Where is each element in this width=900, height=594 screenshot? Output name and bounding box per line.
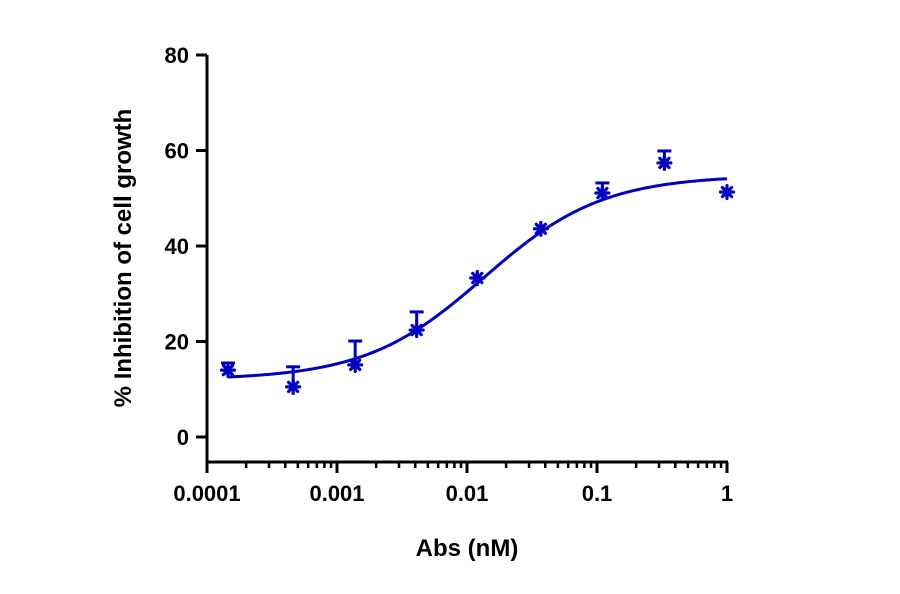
y-tick-label: 80 bbox=[165, 43, 189, 68]
data-point bbox=[408, 310, 425, 339]
y-tick-label: 40 bbox=[165, 234, 189, 259]
axes bbox=[205, 55, 728, 472]
x-tick-label: 0.0001 bbox=[173, 481, 240, 506]
x-axis-title: Abs (nM) bbox=[416, 535, 519, 562]
data-point bbox=[285, 365, 302, 395]
y-tick-label: 0 bbox=[177, 425, 189, 450]
x-tick-label: 1 bbox=[721, 481, 733, 506]
data-point bbox=[656, 149, 673, 172]
data-point bbox=[718, 183, 736, 201]
x-axis-ticks: 0.0001 0.001 0.01 0.1 1 bbox=[173, 462, 733, 506]
data-point bbox=[347, 339, 364, 373]
data-point bbox=[219, 361, 237, 379]
y-tick-label: 60 bbox=[165, 139, 189, 164]
data-point bbox=[469, 269, 486, 287]
x-tick-label: 0.001 bbox=[309, 481, 364, 506]
y-axis-title: % Inhibition of cell growth bbox=[110, 109, 137, 408]
x-tick-label: 0.1 bbox=[582, 481, 613, 506]
y-axis-ticks: 0 20 40 60 80 bbox=[165, 43, 207, 450]
data-points bbox=[219, 149, 736, 395]
x-tick-label: 0.01 bbox=[446, 481, 489, 506]
data-point bbox=[594, 181, 611, 202]
data-point bbox=[532, 220, 549, 237]
y-tick-label: 20 bbox=[165, 330, 189, 355]
